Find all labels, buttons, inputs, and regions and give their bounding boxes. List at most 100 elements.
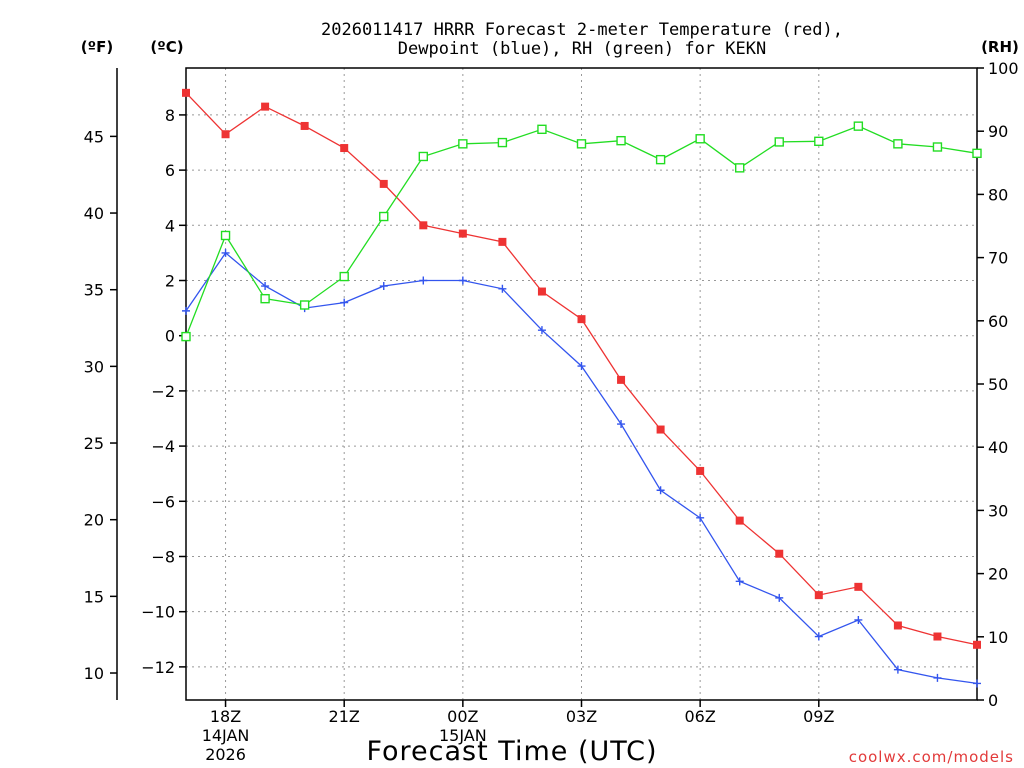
x-tick-label: 06Z bbox=[684, 707, 715, 726]
temperature-point bbox=[498, 237, 507, 246]
temperature-point bbox=[221, 130, 230, 139]
temperature-point bbox=[893, 621, 902, 630]
celsius-tick-label: −10 bbox=[141, 603, 175, 622]
rh-point bbox=[695, 134, 705, 144]
rh-tick-label: 40 bbox=[988, 438, 1008, 457]
unit-celsius: (ºC) bbox=[150, 38, 183, 56]
dewpoint-point bbox=[775, 593, 784, 602]
rh-point bbox=[497, 137, 508, 148]
temperature-point bbox=[854, 582, 863, 591]
dewpoint-point bbox=[973, 679, 981, 688]
fahrenheit-tick-label: 10 bbox=[84, 664, 104, 683]
rh-point bbox=[458, 139, 468, 149]
rh-point bbox=[379, 211, 389, 222]
celsius-tick-label: −4 bbox=[151, 437, 175, 456]
dewpoint-point bbox=[577, 362, 586, 371]
temperature-point bbox=[973, 640, 981, 649]
dewpoint-point bbox=[379, 282, 388, 291]
celsius-tick-label: 6 bbox=[165, 161, 175, 180]
dewpoint-point bbox=[854, 615, 863, 624]
temperature-point bbox=[419, 221, 428, 230]
rh-tick-label: 20 bbox=[988, 565, 1008, 584]
rh-point bbox=[814, 136, 824, 147]
rh-point bbox=[655, 154, 666, 165]
fahrenheit-tick-label: 25 bbox=[84, 434, 104, 453]
temperature-point bbox=[182, 88, 190, 97]
rh-point bbox=[537, 124, 547, 135]
temperature-point bbox=[577, 315, 586, 324]
x-tick-label: 00Z bbox=[447, 707, 478, 726]
dewpoint-point bbox=[893, 665, 902, 674]
dewpoint-point bbox=[814, 632, 823, 641]
temperature-point bbox=[696, 466, 705, 475]
x-tick-label: 18Z bbox=[210, 707, 241, 726]
dewpoint-point bbox=[261, 282, 270, 291]
rh-point bbox=[299, 300, 310, 310]
rh-point bbox=[774, 137, 784, 147]
temperature-point bbox=[814, 591, 823, 600]
celsius-tick-label: −8 bbox=[151, 547, 175, 566]
rh-point bbox=[220, 230, 231, 241]
dewpoint-point bbox=[617, 420, 626, 429]
unit-fahrenheit: (ºF) bbox=[81, 38, 113, 56]
fahrenheit-tick-label: 45 bbox=[84, 127, 104, 146]
rh-point bbox=[260, 293, 270, 304]
axes-layer: 86420−2−4−6−8−10−12454035302520151010090… bbox=[84, 59, 1019, 764]
series-layer bbox=[181, 88, 982, 688]
x-tick-label: 03Z bbox=[566, 707, 597, 726]
temperature-point bbox=[458, 229, 467, 238]
temperature-point bbox=[261, 102, 270, 111]
dewpoint-point bbox=[419, 276, 428, 285]
fahrenheit-tick-label: 35 bbox=[84, 281, 104, 300]
rh-point bbox=[972, 148, 982, 159]
rh-point bbox=[893, 139, 903, 149]
rh-tick-label: 30 bbox=[988, 501, 1008, 520]
dewpoint-point bbox=[696, 513, 705, 522]
x-tick-year: 2026 bbox=[205, 745, 246, 764]
x-tick-label: 09Z bbox=[803, 707, 834, 726]
temperature-point bbox=[537, 287, 546, 296]
dewpoint-point bbox=[340, 298, 349, 307]
celsius-tick-label: −2 bbox=[151, 382, 175, 401]
rh-tick-label: 50 bbox=[988, 375, 1008, 394]
celsius-tick-label: 8 bbox=[165, 106, 175, 125]
rh-tick-label: 60 bbox=[988, 312, 1008, 331]
dewpoint-point bbox=[458, 276, 467, 285]
dewpoint-point bbox=[537, 326, 546, 335]
x-axis-label: Forecast Time (UTC) bbox=[366, 736, 657, 767]
temperature-point bbox=[617, 375, 626, 384]
dewpoint-point bbox=[933, 673, 942, 682]
fahrenheit-tick-label: 15 bbox=[84, 587, 104, 606]
temperature-point bbox=[656, 425, 665, 434]
x-tick-label: 21Z bbox=[329, 707, 360, 726]
dewpoint-point bbox=[221, 248, 230, 257]
fahrenheit-tick-label: 20 bbox=[84, 511, 104, 530]
rh-tick-label: 70 bbox=[988, 249, 1008, 268]
rh-point bbox=[576, 139, 587, 149]
dewpoint-point bbox=[656, 486, 665, 495]
celsius-tick-label: 4 bbox=[165, 216, 175, 235]
x-tick-date: 14JAN bbox=[202, 726, 250, 745]
rh-point bbox=[735, 163, 745, 173]
fahrenheit-tick-label: 40 bbox=[84, 204, 104, 223]
dewpoint-point bbox=[735, 577, 744, 586]
temperature-point bbox=[775, 549, 784, 558]
temperature-point bbox=[340, 144, 349, 153]
fahrenheit-tick-label: 30 bbox=[84, 357, 104, 376]
temperature-point bbox=[379, 179, 388, 188]
rh-tick-label: 100 bbox=[988, 59, 1019, 78]
dewpoint-point bbox=[498, 284, 507, 293]
rh-point bbox=[339, 271, 349, 282]
celsius-tick-label: −12 bbox=[141, 658, 175, 677]
celsius-tick-label: 2 bbox=[165, 272, 175, 291]
rh-point bbox=[418, 151, 428, 162]
celsius-tick-label: −6 bbox=[151, 492, 175, 511]
chart-title-line2: Dewpoint (blue), RH (green) for KEKN bbox=[398, 39, 766, 59]
rh-point bbox=[932, 142, 943, 152]
rh-point bbox=[616, 135, 626, 146]
rh-point bbox=[853, 121, 864, 131]
temperature-point bbox=[300, 121, 309, 130]
unit-rh: (RH) bbox=[981, 38, 1019, 56]
rh-point bbox=[181, 331, 191, 342]
